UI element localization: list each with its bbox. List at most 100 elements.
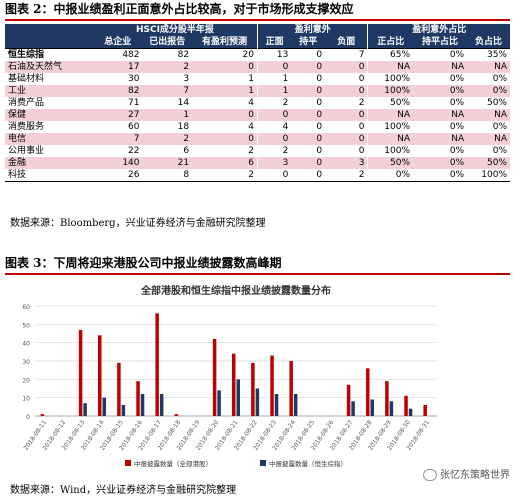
column-header: 持平占比	[413, 36, 468, 49]
bar-hsci	[389, 401, 394, 416]
bar-all-hk	[346, 384, 351, 416]
table-cell: 0	[291, 48, 326, 61]
table-cell: 0	[192, 61, 258, 73]
y-tick-label: 30	[22, 359, 30, 366]
table-cell: 0	[316, 122, 323, 132]
table-cell: 0%	[492, 146, 507, 156]
figure3-title: 图表 3：下周将迎来港股公司中报业绩披露数高峰期	[5, 255, 510, 275]
table-cell: 22	[128, 146, 140, 156]
bar-hsci	[408, 408, 413, 416]
legend-swatch	[125, 460, 131, 466]
y-tick-label: 60	[22, 304, 30, 311]
table-row: 工业 82 7 1 1 0 0 100% 0% 0%	[5, 85, 510, 97]
table-cell: 71	[128, 98, 140, 108]
hsci-earnings-table: HSCI成分股半年报 盈利意外 盈利意外占比 总企业 已出报告 有盈利预测 正面…	[5, 24, 510, 182]
table-cell: 13	[256, 48, 292, 61]
table-cell: 7	[325, 48, 368, 61]
table-cell: 0	[256, 169, 292, 182]
table-cell: 6	[192, 157, 258, 169]
table-cell: 0%	[413, 157, 468, 169]
bar-all-hk	[117, 362, 121, 416]
table-cell: 0%	[449, 122, 465, 132]
bar-all-hk	[136, 381, 140, 416]
table-row: 公用事业 22 6 2 2 0 0 100% 0% 0%	[5, 145, 510, 157]
table-cell: NA	[413, 61, 468, 73]
row-label: 保健	[5, 109, 93, 121]
table-row: 恒生综指 482 82 20 13 0 7 65% 0% 35%	[5, 48, 510, 61]
chart-title: 全部港股和恒生综指中报业绩披露数量分布	[140, 284, 331, 297]
table-cell: 100%	[367, 145, 414, 157]
bar-all-hk	[404, 395, 408, 416]
table-cell: 0	[291, 61, 326, 73]
bar-hsci	[217, 390, 221, 416]
table-cell: 21	[142, 157, 193, 169]
bar-all-hk	[212, 339, 217, 416]
wechat-icon	[423, 469, 437, 481]
table-cell: NA	[367, 61, 414, 73]
bar-hsci	[83, 403, 87, 416]
table-cell: 0	[316, 74, 323, 84]
table-cell: 30	[128, 74, 140, 84]
table-row: 基础材料 30 3 1 1 0 0 100% 0% 0%	[5, 73, 510, 85]
disclosure-bar-chart: 全部港股和恒生综指中报业绩披露数量分布01020304050602018-08-…	[22, 284, 437, 468]
column-header: 负面	[325, 36, 368, 49]
table-cell: 2	[325, 169, 368, 182]
table-row: 金融 140 21 6 3 0 3 50% 0% 50%	[5, 157, 510, 169]
row-label: 消费产品	[8, 98, 45, 108]
table-cell: 1	[256, 73, 292, 85]
table-cell: 0	[358, 122, 365, 132]
table-cell: 7	[142, 85, 193, 97]
column-header: 正占比	[367, 36, 414, 49]
column-header: 有盈利预测	[192, 36, 258, 49]
bar-all-hk	[98, 335, 102, 416]
table-cell: 1	[142, 109, 193, 121]
table-cell: 0	[325, 61, 368, 73]
table-cell: 2	[248, 146, 254, 156]
table-cell: 1	[248, 74, 254, 84]
table-cell: 0	[291, 85, 326, 97]
table-row: 科技 26 8 2 0 0 2 0% 0% 100%	[5, 169, 510, 182]
table-cell: 0	[325, 109, 368, 121]
table-group-header-row: HSCI成分股半年报 盈利意外 盈利意外占比	[5, 24, 510, 36]
bar-all-hk	[270, 355, 274, 416]
legend-label: 中报披露数量（恒生综指）	[269, 459, 347, 468]
column-header: 总企业	[92, 36, 143, 49]
table-cell: 14	[177, 98, 190, 108]
table-cell: 1	[256, 85, 292, 97]
table-cell: 0%	[467, 85, 510, 97]
bar-hsci	[236, 379, 240, 416]
table-cell: 18	[177, 122, 190, 132]
watermark-text: 张忆东策略世界	[440, 470, 510, 481]
table-cell: 0	[325, 85, 368, 97]
legend-swatch	[260, 460, 266, 466]
table-cell: 2	[142, 133, 193, 145]
bar-all-hk	[155, 313, 159, 416]
table-row: 消费服务 60 18 4 4 0 0 100% 0% 0%	[5, 121, 510, 133]
table-cell: 0	[358, 146, 365, 156]
table-cell: 20	[192, 48, 258, 61]
bar-hsci	[351, 401, 355, 416]
bar-all-hk	[289, 361, 293, 416]
table-cell: 2	[256, 145, 292, 157]
table-cell: 65%	[367, 48, 414, 61]
table-row: 保健 27 1 0 0 0 0 NA NA NA	[5, 109, 510, 121]
table-cell: 140	[92, 157, 143, 169]
table-cell: 0	[256, 133, 292, 145]
table-cell: 3	[325, 157, 368, 169]
y-tick-label: 40	[22, 341, 30, 348]
table-cell: 0%	[413, 48, 468, 61]
table-cell: NA	[467, 61, 510, 73]
figure2-title-text: 图表 2：中报业绩盈利正面意外占比较高，对于市场形成支撑效应	[5, 2, 354, 16]
table-cell: 0	[291, 157, 326, 169]
table-cell: 82	[142, 48, 193, 61]
watermark: 张忆东策略世界	[423, 466, 510, 481]
table-cell: 0%	[449, 146, 465, 156]
table-cell: 2	[256, 97, 292, 109]
table-cell: 0	[316, 146, 323, 156]
table-row: 石油及天然气 17 2 0 0 0 0 NA NA NA	[5, 61, 510, 73]
table-cell: NA	[413, 109, 468, 121]
bar-all-hk	[78, 329, 83, 416]
table-cell: 1	[192, 85, 258, 97]
table-cell: 100%	[367, 85, 414, 97]
table-cell: 0%	[367, 169, 414, 182]
